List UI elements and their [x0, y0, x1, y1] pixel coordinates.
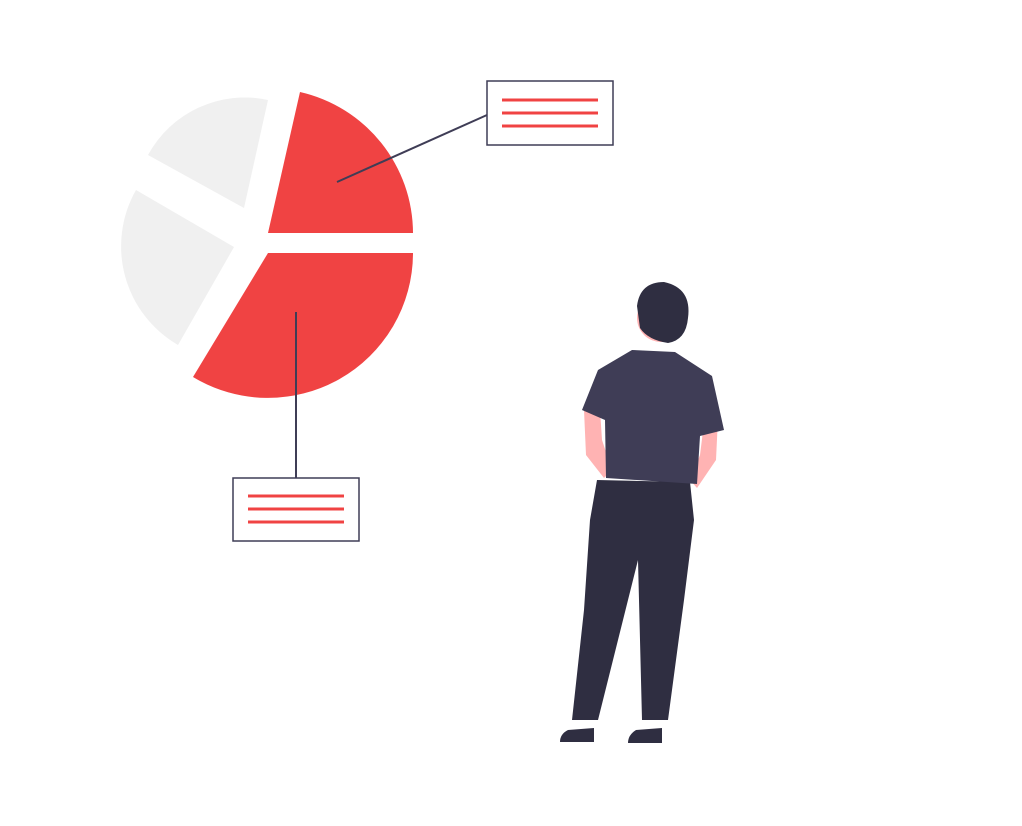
slice-red-top: [268, 92, 413, 233]
slice-grey-upper: [148, 97, 268, 208]
leader-line: [336, 114, 488, 183]
person: [560, 282, 724, 743]
pie-graphic: [121, 92, 413, 398]
callout-box: [486, 80, 614, 146]
slice-red-bottom: [193, 253, 413, 398]
callout-box: [232, 477, 360, 542]
slice-grey-lower: [121, 190, 234, 345]
